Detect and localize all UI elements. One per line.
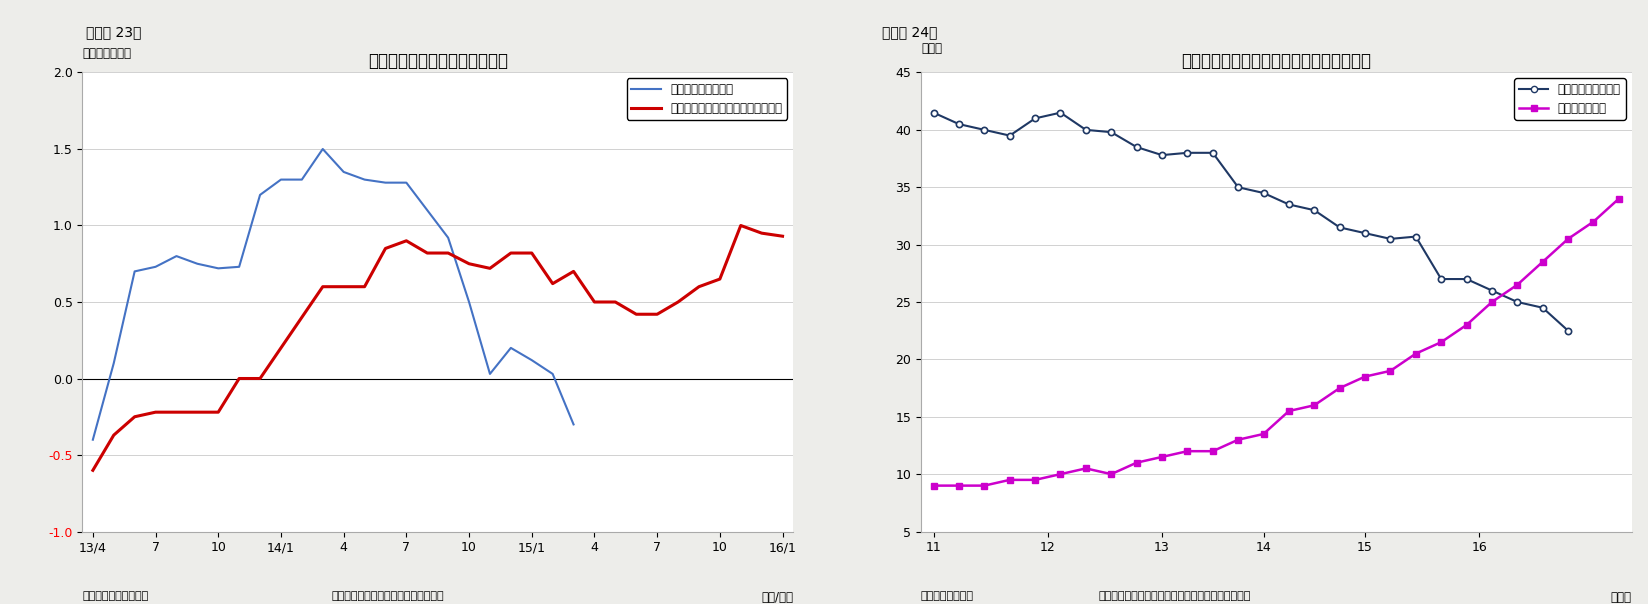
Text: （注）国債は、国庫短期証券と国債・財投債の合計: （注）国債は、国庫短期証券と国債・財投債の合計 [1099, 591, 1251, 601]
Text: （資料）日本銀行: （資料）日本銀行 [921, 591, 974, 601]
Title: 日本　消費者物価上昇率の推移: 日本 消費者物価上昇率の推移 [368, 51, 508, 69]
Text: （注）消費税率引き上げの影響を除く: （注）消費税率引き上げの影響を除く [331, 591, 443, 601]
Text: （図表 24）: （図表 24） [882, 25, 938, 39]
Legend: 預金取扱機関シェア, 日本銀行シェア: 預金取扱機関シェア, 日本銀行シェア [1515, 79, 1625, 120]
Text: （年/月）: （年/月） [761, 591, 793, 604]
Text: （年）: （年） [1610, 591, 1632, 604]
Legend: 生鮮食品を除く総合, 生鮮食品及びエネルギーを除く総合: 生鮮食品を除く総合, 生鮮食品及びエネルギーを除く総合 [626, 79, 788, 120]
Title: 預金取扱機関と日銀の日本国債保有シェア: 預金取扱機関と日銀の日本国債保有シェア [1182, 51, 1371, 69]
Text: （％）: （％） [921, 42, 943, 55]
Text: （前年比：％）: （前年比：％） [82, 47, 132, 60]
Text: （図表 23）: （図表 23） [86, 25, 142, 39]
Text: （資料）総務省、日銀: （資料）総務省、日銀 [82, 591, 148, 601]
